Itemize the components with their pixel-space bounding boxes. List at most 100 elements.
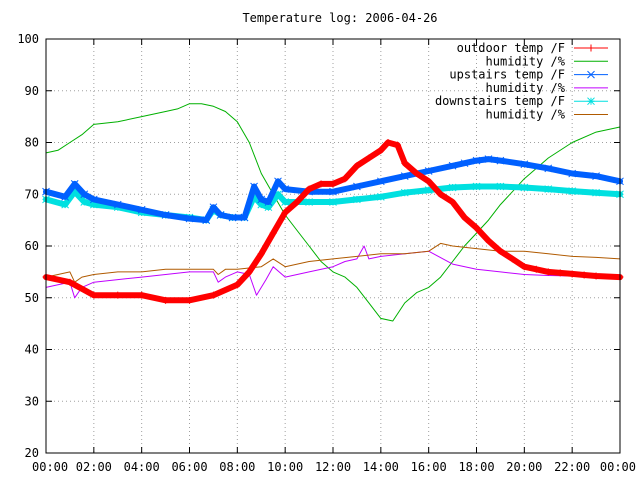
data-point [424,167,433,175]
y-axis-ticks: 20 30 40 50 60 70 80 90 100 [17,32,620,460]
data-point [329,187,337,196]
data-point [448,183,457,192]
data-point [508,255,516,263]
data-point [437,190,445,198]
legend-label: outdoor temp /F [457,41,565,55]
data-point [544,164,553,173]
data-point [496,182,505,191]
data-point [257,195,266,204]
x-tick-label: 16:00 [411,460,447,474]
data-point [305,198,313,206]
series-5 [45,242,621,283]
data-point [384,139,392,146]
series-0 [42,139,624,304]
x-tick-label: 10:00 [267,460,303,474]
data-point [496,247,504,255]
data-point [461,214,469,222]
y-tick-label: 70 [25,187,39,201]
data-point [473,224,480,232]
data-point [233,281,241,289]
data-point [520,160,529,169]
data-point [70,180,79,188]
data-point [484,237,492,245]
data-point [329,198,337,206]
data-point [329,180,337,188]
data-point [209,203,218,212]
y-tick-label: 30 [25,394,39,408]
data-point [89,200,98,209]
data-point [61,192,69,201]
legend-marker [587,44,595,52]
data-point [484,155,493,163]
data-point [293,198,301,206]
data-point [89,195,98,204]
data-point [202,216,211,224]
data-point [281,185,290,193]
series-3 [45,245,621,299]
series-layer [42,103,624,322]
data-point [424,186,433,194]
legend-label: upstairs temp /F [449,68,565,82]
data-point [449,198,457,206]
data-point [305,185,313,193]
data-point [216,211,225,219]
data-point [274,190,282,199]
data-point [66,278,74,286]
y-tick-label: 50 [25,291,39,305]
data-point [400,172,409,180]
x-tick-label: 18:00 [458,460,494,474]
data-point [257,250,265,258]
data-point [401,159,409,167]
data-point [80,198,89,206]
data-point [472,182,481,191]
y-tick-label: 40 [25,343,39,357]
data-point [281,198,290,206]
data-point [496,156,505,165]
series-line [45,242,621,283]
data-point [532,265,540,273]
chart-title: Temperature log: 2006-04-26 [242,11,437,25]
data-point [281,208,289,216]
data-point [250,182,258,191]
data-point [460,159,469,168]
legend-label: downstairs temp /F [435,94,565,108]
x-tick-label: 08:00 [219,460,255,474]
data-point [394,141,402,149]
x-tick-label: 22:00 [554,460,590,474]
x-tick-label: 02:00 [76,460,112,474]
data-point [269,229,277,237]
y-tick-label: 20 [25,446,39,460]
data-point [137,205,146,214]
x-axis-ticks: 00:00 02:00 04:00 06:00 08:00 10:00 12:00 14:00… [32,39,636,474]
data-point [544,268,552,276]
data-point [413,170,421,178]
data-point [556,269,564,277]
data-point [400,188,409,197]
data-point [592,188,600,197]
data-point [209,291,217,299]
data-point [240,213,249,222]
data-point [592,172,600,180]
series-line [45,103,621,322]
grid [46,39,620,453]
data-point [264,203,273,212]
data-point [61,200,69,209]
data-point [250,192,258,201]
data-point [317,180,325,188]
data-point [448,161,457,170]
legend-label: humidity /% [486,108,566,122]
data-point [245,268,253,276]
legend-marker [587,97,595,106]
data-point [274,177,282,186]
legend-label: humidity /% [486,54,566,68]
data-point [264,198,273,206]
data-point [113,200,122,209]
data-point [162,296,170,304]
data-point [544,185,553,193]
series-line [45,245,621,299]
data-point [186,296,193,304]
plot-frame [45,38,621,454]
x-tick-label: 04:00 [124,460,160,474]
data-point [592,272,600,280]
